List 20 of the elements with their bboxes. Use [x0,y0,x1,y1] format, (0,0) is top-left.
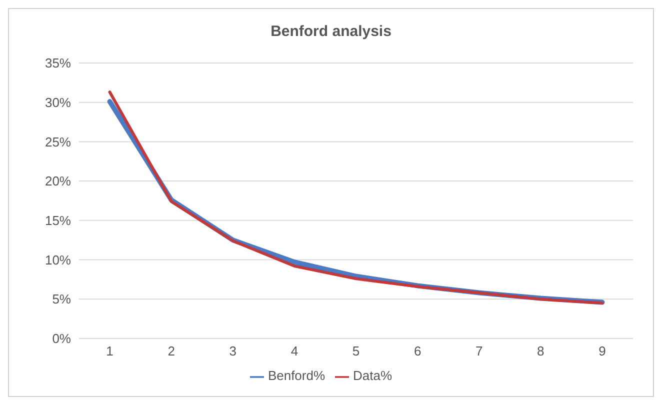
x-tick-label: 7 [475,344,483,359]
chart-title: Benford analysis [270,23,392,40]
x-tick-label: 3 [229,344,237,359]
legend-label: Benford% [268,368,326,384]
x-tick-label: 2 [168,344,175,359]
x-tick-label: 6 [414,344,422,359]
y-tick-label: 35% [44,56,72,71]
y-tick-label: 0% [52,331,72,346]
x-tick-label: 1 [106,344,114,359]
y-tick-label: 10% [44,252,72,268]
legend-label: Data% [353,368,392,384]
y-tick-label: 5% [52,292,72,307]
x-tick-label: 9 [598,344,606,359]
y-tick-label: 25% [44,134,72,150]
x-tick-label: 4 [290,344,298,359]
y-tick-label: 30% [44,94,72,110]
x-tick-label: 8 [537,344,544,359]
y-tick-label: 15% [44,213,72,228]
y-tick-label: 20% [44,174,72,189]
x-tick-label: 5 [352,344,360,359]
